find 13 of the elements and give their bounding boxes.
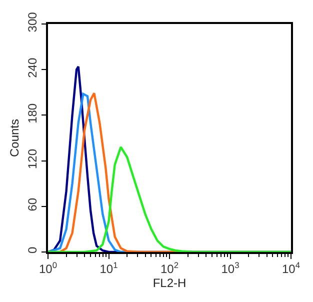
x-tick-label: 10$^{2}$ [160,260,179,276]
x-tick-label: 10$^{3}$ [221,260,240,276]
x-tick-label: 10$^{4}$ [282,260,300,276]
y-tick-label: 0 [25,246,40,254]
y-axis-title: Counts [7,118,22,158]
y-tick-label: 180 [25,103,40,124]
x-axis-title: FL2-H [152,276,186,290]
y-tick-label: 60 [25,198,40,212]
y-tick-label: 120 [25,148,40,170]
x-tick-label: 10$^{0}$ [38,260,58,276]
y-tick-label: 300 [25,12,40,32]
x-tick-label: 10$^{1}$ [100,260,118,276]
y-tick-label: 240 [25,57,40,78]
